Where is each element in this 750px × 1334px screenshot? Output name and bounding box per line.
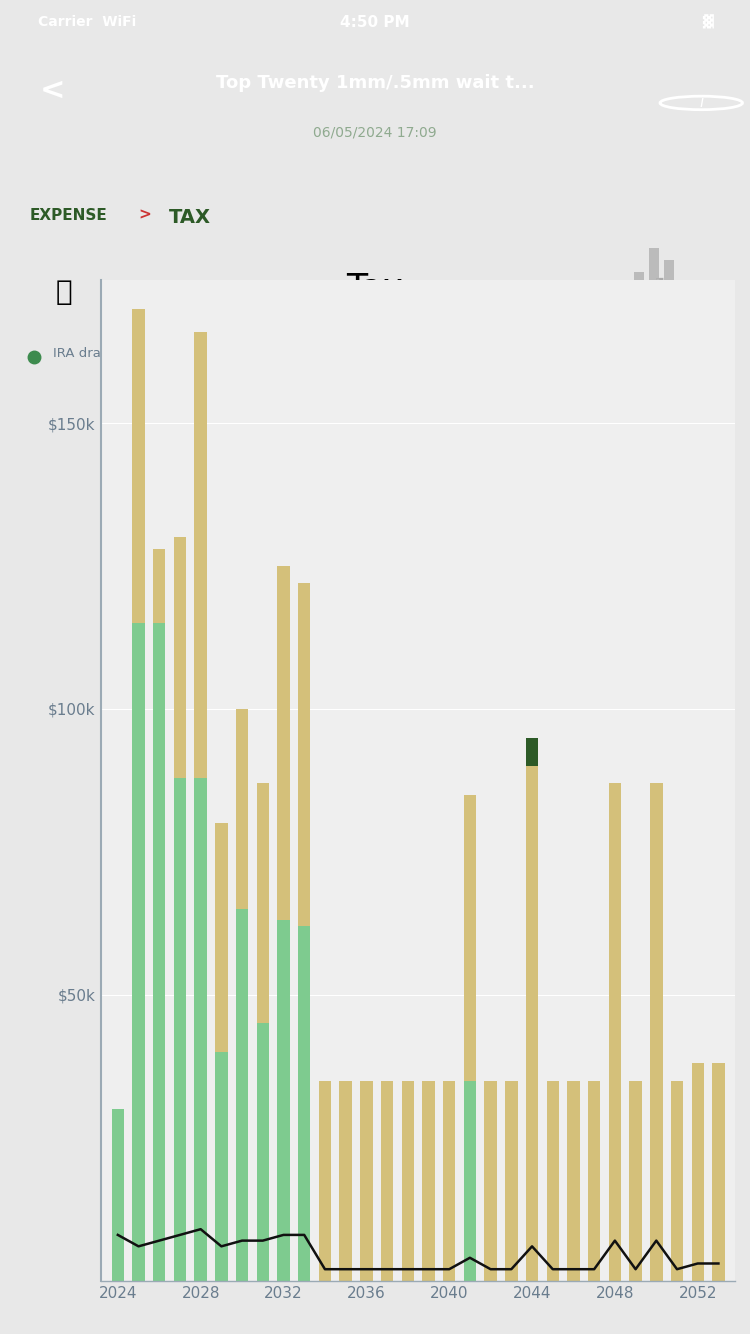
Text: Tax: Tax <box>346 272 404 305</box>
Bar <box>236 908 248 1281</box>
Bar <box>132 623 145 1281</box>
Text: <: < <box>40 76 65 105</box>
Text: ▓: ▓ <box>702 15 712 29</box>
Text: Top Twenty 1mm/.5mm wait t...: Top Twenty 1mm/.5mm wait t... <box>216 75 534 92</box>
Bar <box>319 1081 332 1281</box>
Bar <box>547 1081 559 1281</box>
Bar <box>464 795 476 1081</box>
Bar <box>567 1081 580 1281</box>
Bar <box>670 1081 683 1281</box>
Bar <box>629 1081 642 1281</box>
Bar <box>526 738 538 766</box>
Bar <box>401 1081 414 1281</box>
Bar <box>112 1109 124 1281</box>
Bar <box>256 783 269 1023</box>
Text: EXPENSE: EXPENSE <box>30 208 108 223</box>
FancyBboxPatch shape <box>664 260 674 312</box>
Text: ⬛▊: ⬛▊ <box>656 277 664 284</box>
Bar <box>153 548 166 623</box>
Text: 4:50 PM: 4:50 PM <box>340 15 410 29</box>
Text: IRA draws + interest: IRA draws + interest <box>53 347 189 360</box>
Bar <box>153 623 166 1281</box>
Bar <box>298 583 310 926</box>
Text: Tax Computation: Tax Computation <box>290 321 460 339</box>
Text: 06/05/2024 17:09: 06/05/2024 17:09 <box>314 125 436 139</box>
Text: i: i <box>699 96 703 111</box>
Bar <box>174 778 186 1281</box>
Bar <box>443 1081 455 1281</box>
Bar <box>278 566 290 920</box>
Text: >: > <box>139 208 152 223</box>
FancyBboxPatch shape <box>634 272 644 312</box>
Bar <box>526 766 538 1281</box>
Text: TAX: TAX <box>169 208 211 227</box>
Bar <box>484 1081 496 1281</box>
Text: Cap Gain + Qualified: Cap Gain + Qualified <box>544 347 684 360</box>
Text: Carrier  WiFi: Carrier WiFi <box>38 15 136 29</box>
Bar <box>256 1023 269 1281</box>
Bar <box>505 1081 518 1281</box>
Text: Taxable SS: Taxable SS <box>356 347 428 360</box>
FancyBboxPatch shape <box>649 248 659 312</box>
Bar <box>340 1081 352 1281</box>
Bar <box>464 1081 476 1281</box>
Bar <box>215 823 227 1053</box>
Bar <box>298 926 310 1281</box>
Bar <box>422 1081 435 1281</box>
Bar <box>215 1053 227 1281</box>
Bar <box>381 1081 393 1281</box>
Bar <box>609 783 621 1281</box>
Bar <box>278 920 290 1281</box>
Bar <box>236 708 248 908</box>
Bar <box>194 778 207 1281</box>
Bar <box>692 1063 704 1281</box>
Bar <box>712 1063 724 1281</box>
Bar <box>360 1081 373 1281</box>
Bar <box>588 1081 601 1281</box>
Bar <box>132 308 145 623</box>
Text: 🛒: 🛒 <box>56 277 72 305</box>
Bar <box>650 783 662 1281</box>
Bar <box>174 538 186 778</box>
Bar <box>194 332 207 778</box>
